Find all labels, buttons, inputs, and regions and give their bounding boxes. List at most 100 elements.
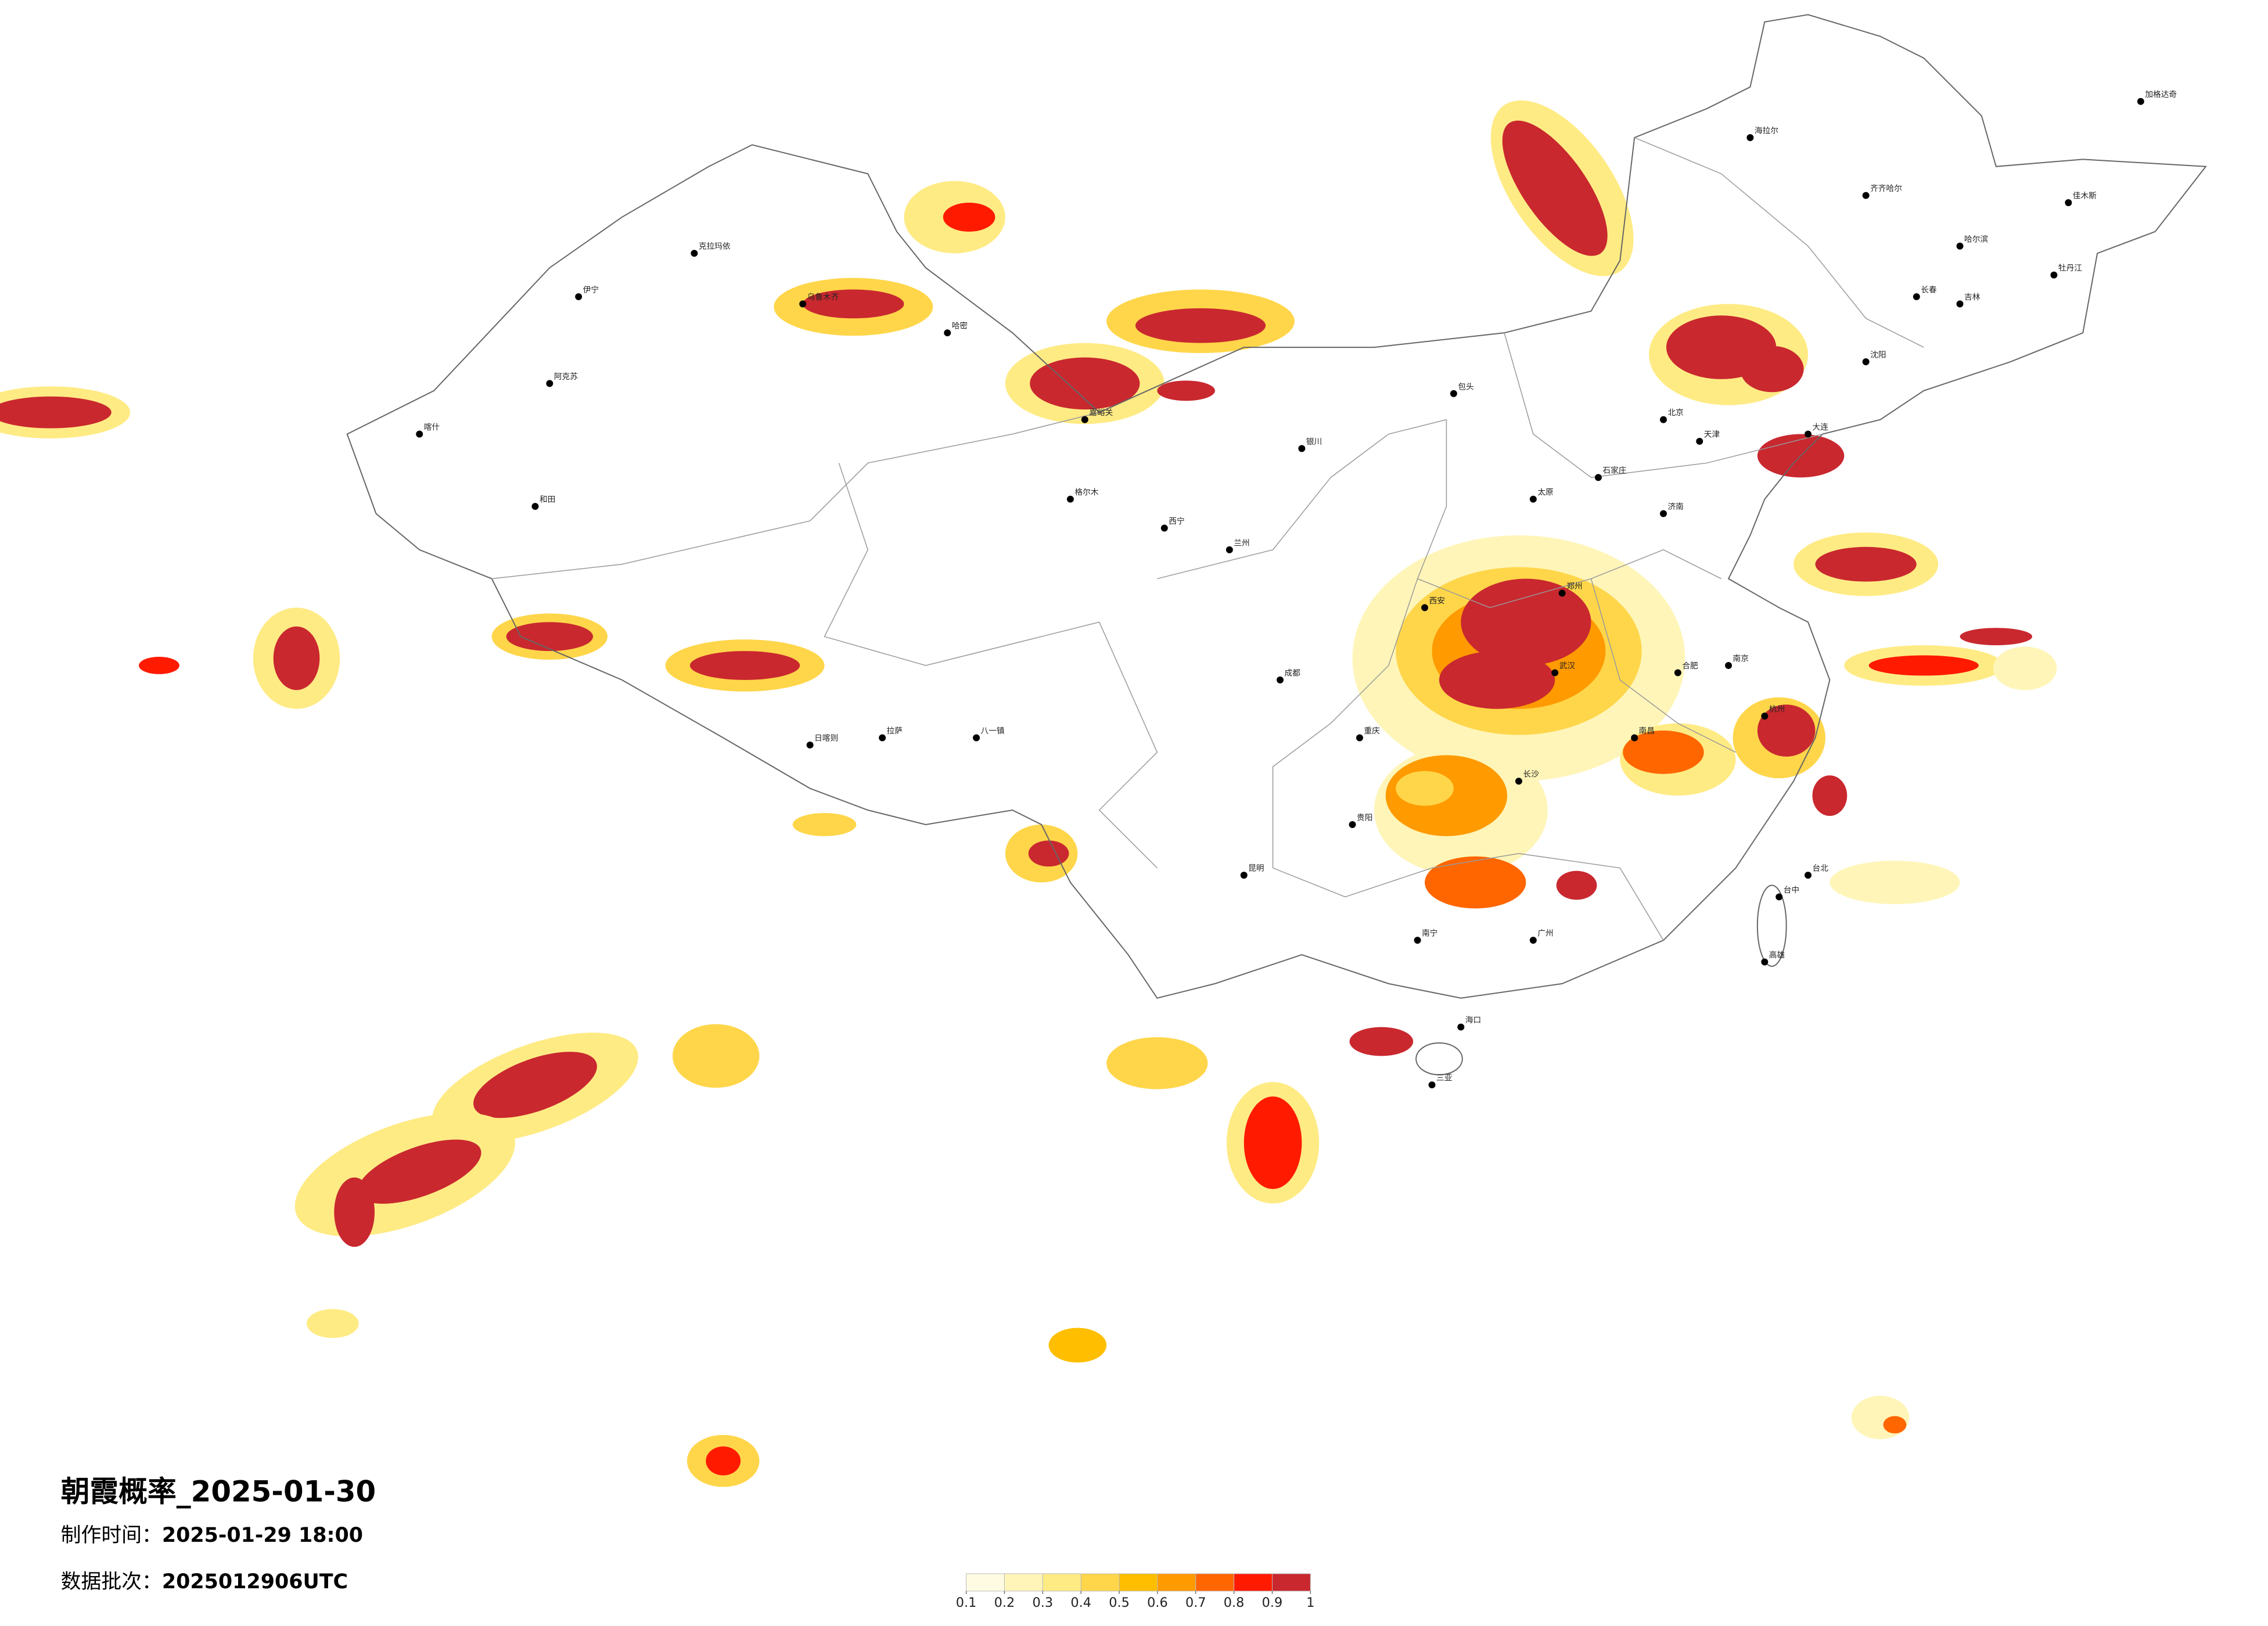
city-label: 长沙	[1523, 770, 1539, 779]
city-dot	[1414, 937, 1421, 944]
city-dot	[1160, 524, 1168, 532]
probability-area	[1106, 1037, 1208, 1089]
city-dot	[1956, 300, 1964, 308]
city-dot	[1515, 778, 1522, 785]
city-label: 西宁	[1169, 516, 1184, 526]
city-label: 台北	[1813, 864, 1829, 873]
city-label: 包头	[1458, 382, 1473, 391]
city-label: 银川	[1306, 437, 1322, 447]
city-dot	[1862, 358, 1870, 365]
probability-area	[139, 657, 179, 674]
city-label: 喀什	[424, 423, 440, 432]
probability-area	[1243, 1096, 1302, 1189]
city-label: 哈密	[952, 321, 968, 331]
city-label: 吉林	[1964, 293, 1981, 302]
city-label: 武汉	[1559, 661, 1576, 671]
legend-swatch	[1157, 1573, 1196, 1592]
city-label: 海拉尔	[1755, 126, 1778, 135]
legend-swatch	[1234, 1573, 1273, 1592]
probability-area	[1439, 651, 1555, 709]
city-label: 台中	[1784, 886, 1799, 895]
probability-area	[1993, 646, 2057, 690]
city-label: 兰州	[1234, 538, 1249, 548]
legend-tick-label: 0.2	[994, 1595, 1015, 1610]
probability-area	[306, 1309, 359, 1339]
legend-tick-label: 0.1	[956, 1595, 977, 1610]
city-dot	[1761, 958, 1769, 966]
city-dot	[1696, 437, 1703, 445]
made-label: 制作时间：	[61, 1524, 162, 1547]
legend-swatch	[966, 1573, 1005, 1592]
city-dot	[1761, 713, 1769, 720]
city-dot	[1725, 661, 1733, 669]
probability-area	[1157, 380, 1215, 401]
city-dot	[1956, 242, 1964, 250]
city-dot	[575, 293, 583, 300]
probability-area	[1739, 346, 1804, 393]
city-dot	[1428, 1081, 1436, 1089]
city-dot	[416, 430, 423, 438]
city-label: 哈尔滨	[1964, 235, 1988, 244]
city-dot	[1066, 495, 1074, 503]
city-dot	[1551, 669, 1559, 677]
city-dot	[1349, 821, 1356, 828]
city-dot	[1805, 872, 1812, 879]
city-dot	[973, 734, 980, 742]
city-dot	[546, 380, 553, 387]
probability-area	[1960, 628, 2033, 646]
city-label: 乌鲁木齐	[807, 293, 839, 302]
probability-area	[1757, 704, 1816, 757]
city-dot	[1277, 676, 1284, 684]
city-dot	[1674, 669, 1681, 677]
city-label: 克拉玛依	[699, 242, 731, 251]
made-time: 制作时间：2025-01-29 18:00	[61, 1524, 363, 1547]
probability-area	[673, 1024, 760, 1088]
probability-area	[1812, 775, 1848, 816]
batch-label: 数据批次：	[61, 1570, 162, 1593]
city-label: 贵阳	[1357, 813, 1372, 822]
city-dot	[1805, 430, 1812, 438]
probability-area	[1830, 861, 1960, 904]
city-dot	[1240, 872, 1248, 879]
legend-tick-label: 0.8	[1224, 1595, 1245, 1610]
legend-swatch	[1119, 1573, 1158, 1592]
city-label: 伊宁	[583, 285, 599, 294]
probability-area	[1883, 1416, 1907, 1434]
legend-swatch	[1271, 1573, 1311, 1592]
city-label: 南宁	[1422, 929, 1437, 938]
city-label: 佳木斯	[2073, 192, 2097, 201]
city-label: 三亚	[1436, 1074, 1453, 1083]
legend-tick-label: 0.6	[1147, 1595, 1168, 1610]
legend: 0.1 0.2 0.3 0.4 0.5 0.6 0.7 0.8 0.9 1	[956, 1573, 1314, 1610]
legend-tick-label: 1	[1306, 1595, 1314, 1610]
probability-area	[1623, 731, 1704, 774]
probability-area	[1815, 546, 1917, 582]
province-lines	[491, 137, 1924, 941]
borders	[346, 14, 2207, 1075]
probability-area	[706, 1446, 741, 1476]
city-dot	[879, 734, 886, 742]
city-dot	[1746, 134, 1754, 141]
probability-area	[0, 396, 112, 429]
city-dot	[799, 300, 807, 308]
country-outline	[346, 14, 2207, 999]
city-dot	[1594, 474, 1602, 481]
legend-tick-label: 0.5	[1109, 1595, 1130, 1610]
probability-area	[1425, 856, 1526, 909]
city-label: 长春	[1921, 285, 1937, 294]
city-label: 广州	[1537, 929, 1553, 938]
batch: 数据批次：2025012906UTC	[61, 1570, 348, 1593]
legend-swatch	[1042, 1573, 1081, 1592]
city-label: 加格达奇	[2145, 89, 2177, 99]
city-label: 南京	[1733, 654, 1749, 664]
city-dot	[1450, 390, 1457, 397]
city-label: 天津	[1704, 430, 1720, 439]
map-title: 朝霞概率_2025-01-30	[61, 1474, 376, 1508]
city-label: 南昌	[1639, 726, 1655, 736]
city-dot	[691, 250, 698, 257]
city-dot	[1529, 937, 1537, 944]
probability-area	[689, 651, 800, 680]
city-label: 拉萨	[887, 726, 903, 736]
made-value: 2025-01-29 18:00	[162, 1524, 363, 1547]
city-dot	[1529, 495, 1537, 503]
